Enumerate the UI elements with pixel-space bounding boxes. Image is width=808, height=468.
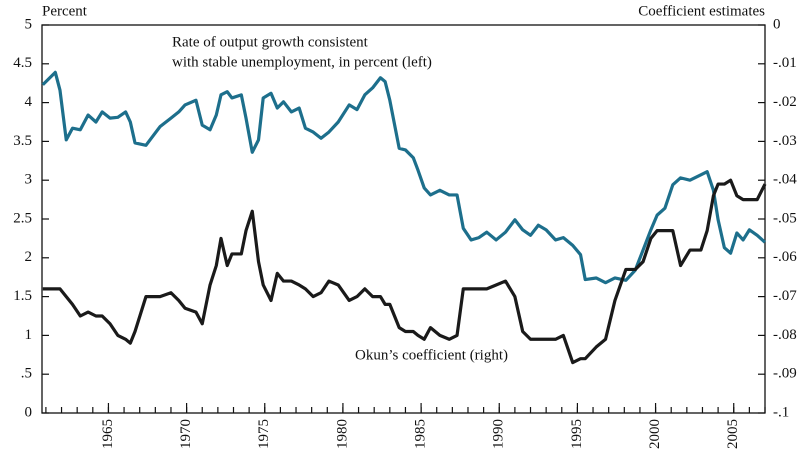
- y-axis-label: Percent: [42, 3, 88, 19]
- y2-tick-label: -.07: [773, 288, 797, 304]
- y2-tick-label: -.03: [773, 133, 797, 149]
- y2-tick-label: -.08: [773, 327, 797, 343]
- y-tick-label: 4.5: [13, 55, 32, 71]
- y2-tick-label: -.04: [773, 172, 797, 188]
- y2-tick-label: -.02: [773, 94, 797, 110]
- x-tick-label: 1975: [256, 419, 272, 449]
- y-tick-label: 2.5: [13, 210, 32, 226]
- series-line: [42, 178, 767, 365]
- y-tick-label: 3: [25, 172, 33, 188]
- y-tick-label: 2: [25, 249, 33, 265]
- y2-tick-label: -.09: [773, 366, 797, 382]
- y-tick-label: .5: [21, 366, 32, 382]
- y2-tick-label: -.1: [773, 404, 789, 420]
- y-tick-label: 4: [25, 94, 33, 110]
- x-tick-label: 1980: [334, 419, 350, 449]
- y-tick-label: 0: [25, 404, 33, 420]
- series-line: [41, 70, 767, 285]
- x-tick-label: 1995: [569, 419, 585, 449]
- y-tick-label: 1.5: [13, 288, 32, 304]
- y-tick-label: 5: [25, 16, 33, 32]
- annotation: Rate of output growth consistent: [172, 34, 369, 50]
- x-tick-label: 1970: [178, 419, 194, 449]
- x-tick-label: 1985: [413, 419, 429, 449]
- x-tick-label: 2005: [725, 419, 741, 449]
- y-tick-label: 1: [25, 327, 33, 343]
- annotation: Okun’s coefficient (right): [355, 347, 508, 363]
- y2-tick-label: -.05: [773, 210, 797, 226]
- x-tick-label: 2000: [647, 419, 663, 449]
- y-tick-label: 3.5: [13, 133, 32, 149]
- y2-tick-label: 0: [773, 16, 781, 32]
- x-tick-label: 1965: [100, 419, 116, 449]
- y2-tick-label: -.01: [773, 55, 797, 71]
- y2-tick-label: -.06: [773, 249, 797, 265]
- y2-axis-label: Coefficient estimates: [638, 3, 765, 19]
- x-tick-label: 1990: [491, 419, 507, 449]
- annotation: with stable unemployment, in percent (le…: [172, 54, 432, 70]
